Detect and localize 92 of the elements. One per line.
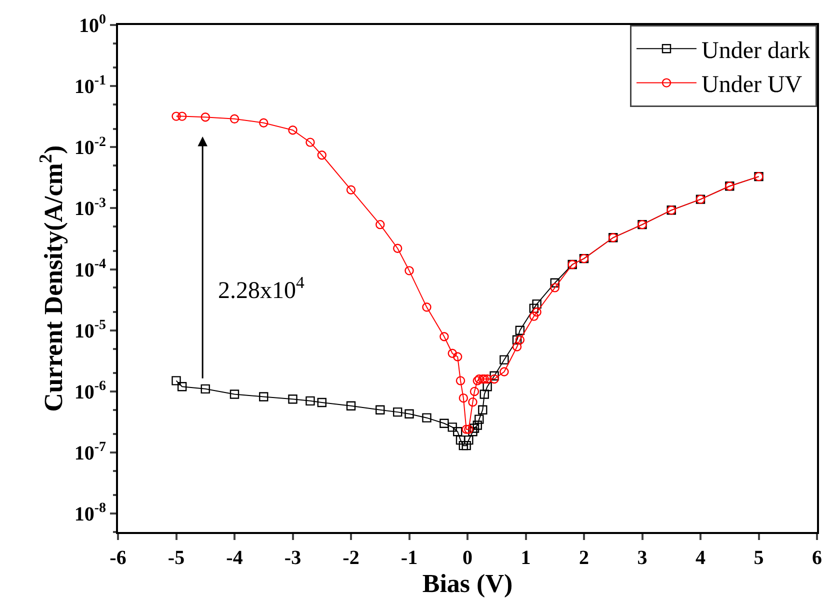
y-tick-label: 10$^{-4}$ bbox=[74, 256, 106, 282]
x-axis-title: Bias (V) bbox=[422, 569, 513, 598]
point bbox=[474, 374, 484, 384]
point bbox=[474, 414, 484, 424]
point bbox=[259, 118, 268, 128]
point bbox=[393, 407, 402, 417]
x-tick-label: 4 bbox=[696, 547, 706, 569]
x-tick-label: -1 bbox=[400, 547, 418, 569]
annotation: 2.28x10$^{4}$ bbox=[218, 273, 305, 304]
point bbox=[464, 424, 474, 434]
point bbox=[464, 435, 474, 445]
point bbox=[230, 390, 240, 399]
x-tick-label: -2 bbox=[342, 547, 360, 569]
y-tick-label: 10$^{0}$ bbox=[79, 12, 106, 37]
point bbox=[422, 413, 432, 422]
point bbox=[172, 376, 181, 386]
point bbox=[470, 386, 480, 396]
x-tick-label: -3 bbox=[284, 547, 302, 569]
point bbox=[317, 150, 326, 160]
point bbox=[200, 112, 210, 122]
legend-label: Under UV bbox=[702, 72, 803, 98]
point bbox=[177, 382, 187, 392]
point bbox=[532, 299, 542, 309]
point bbox=[512, 335, 522, 344]
point bbox=[468, 397, 478, 407]
point bbox=[529, 304, 539, 313]
point bbox=[288, 394, 298, 404]
point bbox=[440, 418, 449, 428]
x-tick-label: 1 bbox=[520, 547, 531, 569]
y-tick-label: 10$^{-3}$ bbox=[74, 196, 106, 220]
y-tick-label: 10$^{-6}$ bbox=[74, 379, 106, 404]
point bbox=[376, 220, 385, 230]
point bbox=[448, 348, 457, 358]
y-tick-label: 10$^{-1}$ bbox=[74, 74, 106, 98]
point bbox=[482, 382, 492, 392]
point bbox=[306, 396, 315, 406]
point bbox=[346, 401, 356, 411]
point bbox=[550, 283, 560, 292]
point bbox=[470, 424, 480, 433]
point bbox=[462, 440, 471, 450]
point bbox=[448, 422, 457, 432]
y-tick-label: 10$^{-5}$ bbox=[74, 318, 106, 342]
x-tick-label: 5 bbox=[754, 547, 764, 569]
point bbox=[456, 435, 466, 445]
point bbox=[440, 332, 449, 342]
point bbox=[482, 374, 492, 384]
point bbox=[306, 138, 315, 147]
point bbox=[456, 376, 466, 386]
point bbox=[376, 405, 385, 414]
point bbox=[177, 112, 187, 121]
point bbox=[490, 371, 499, 380]
point bbox=[393, 244, 402, 253]
point bbox=[259, 392, 268, 402]
point bbox=[462, 424, 471, 434]
point bbox=[404, 409, 414, 418]
point bbox=[500, 355, 509, 364]
point bbox=[230, 114, 240, 124]
point bbox=[458, 393, 468, 403]
point bbox=[346, 185, 356, 194]
y-tick-label: 10$^{-8}$ bbox=[74, 501, 106, 526]
y-tick-label: 10$^{-2}$ bbox=[74, 134, 106, 160]
x-tick-label: 3 bbox=[637, 547, 648, 569]
point bbox=[515, 326, 525, 335]
x-tick-label: -6 bbox=[110, 547, 126, 569]
point bbox=[422, 302, 432, 312]
x-tick-label: -4 bbox=[226, 547, 243, 569]
point bbox=[317, 398, 326, 408]
y-tick-label: 10$^{-7}$ bbox=[74, 440, 106, 465]
x-tick-label: -5 bbox=[168, 547, 185, 569]
point bbox=[453, 352, 462, 362]
x-tick-label: 0 bbox=[462, 547, 472, 569]
point bbox=[515, 335, 525, 344]
point bbox=[490, 374, 499, 384]
point bbox=[472, 420, 482, 430]
point bbox=[478, 405, 488, 414]
point bbox=[453, 427, 462, 436]
point bbox=[404, 266, 414, 276]
point bbox=[458, 440, 468, 450]
point bbox=[468, 427, 478, 436]
point bbox=[512, 342, 522, 352]
point bbox=[529, 312, 539, 321]
legend-label: Under dark bbox=[702, 38, 810, 64]
point bbox=[288, 126, 298, 135]
point bbox=[532, 307, 542, 317]
x-tick-label: 2 bbox=[579, 547, 589, 569]
point bbox=[200, 384, 210, 394]
x-tick-label: 6 bbox=[812, 547, 822, 569]
point bbox=[480, 390, 489, 399]
point bbox=[472, 376, 482, 386]
point bbox=[550, 278, 560, 288]
point bbox=[500, 367, 509, 376]
point bbox=[172, 112, 181, 121]
